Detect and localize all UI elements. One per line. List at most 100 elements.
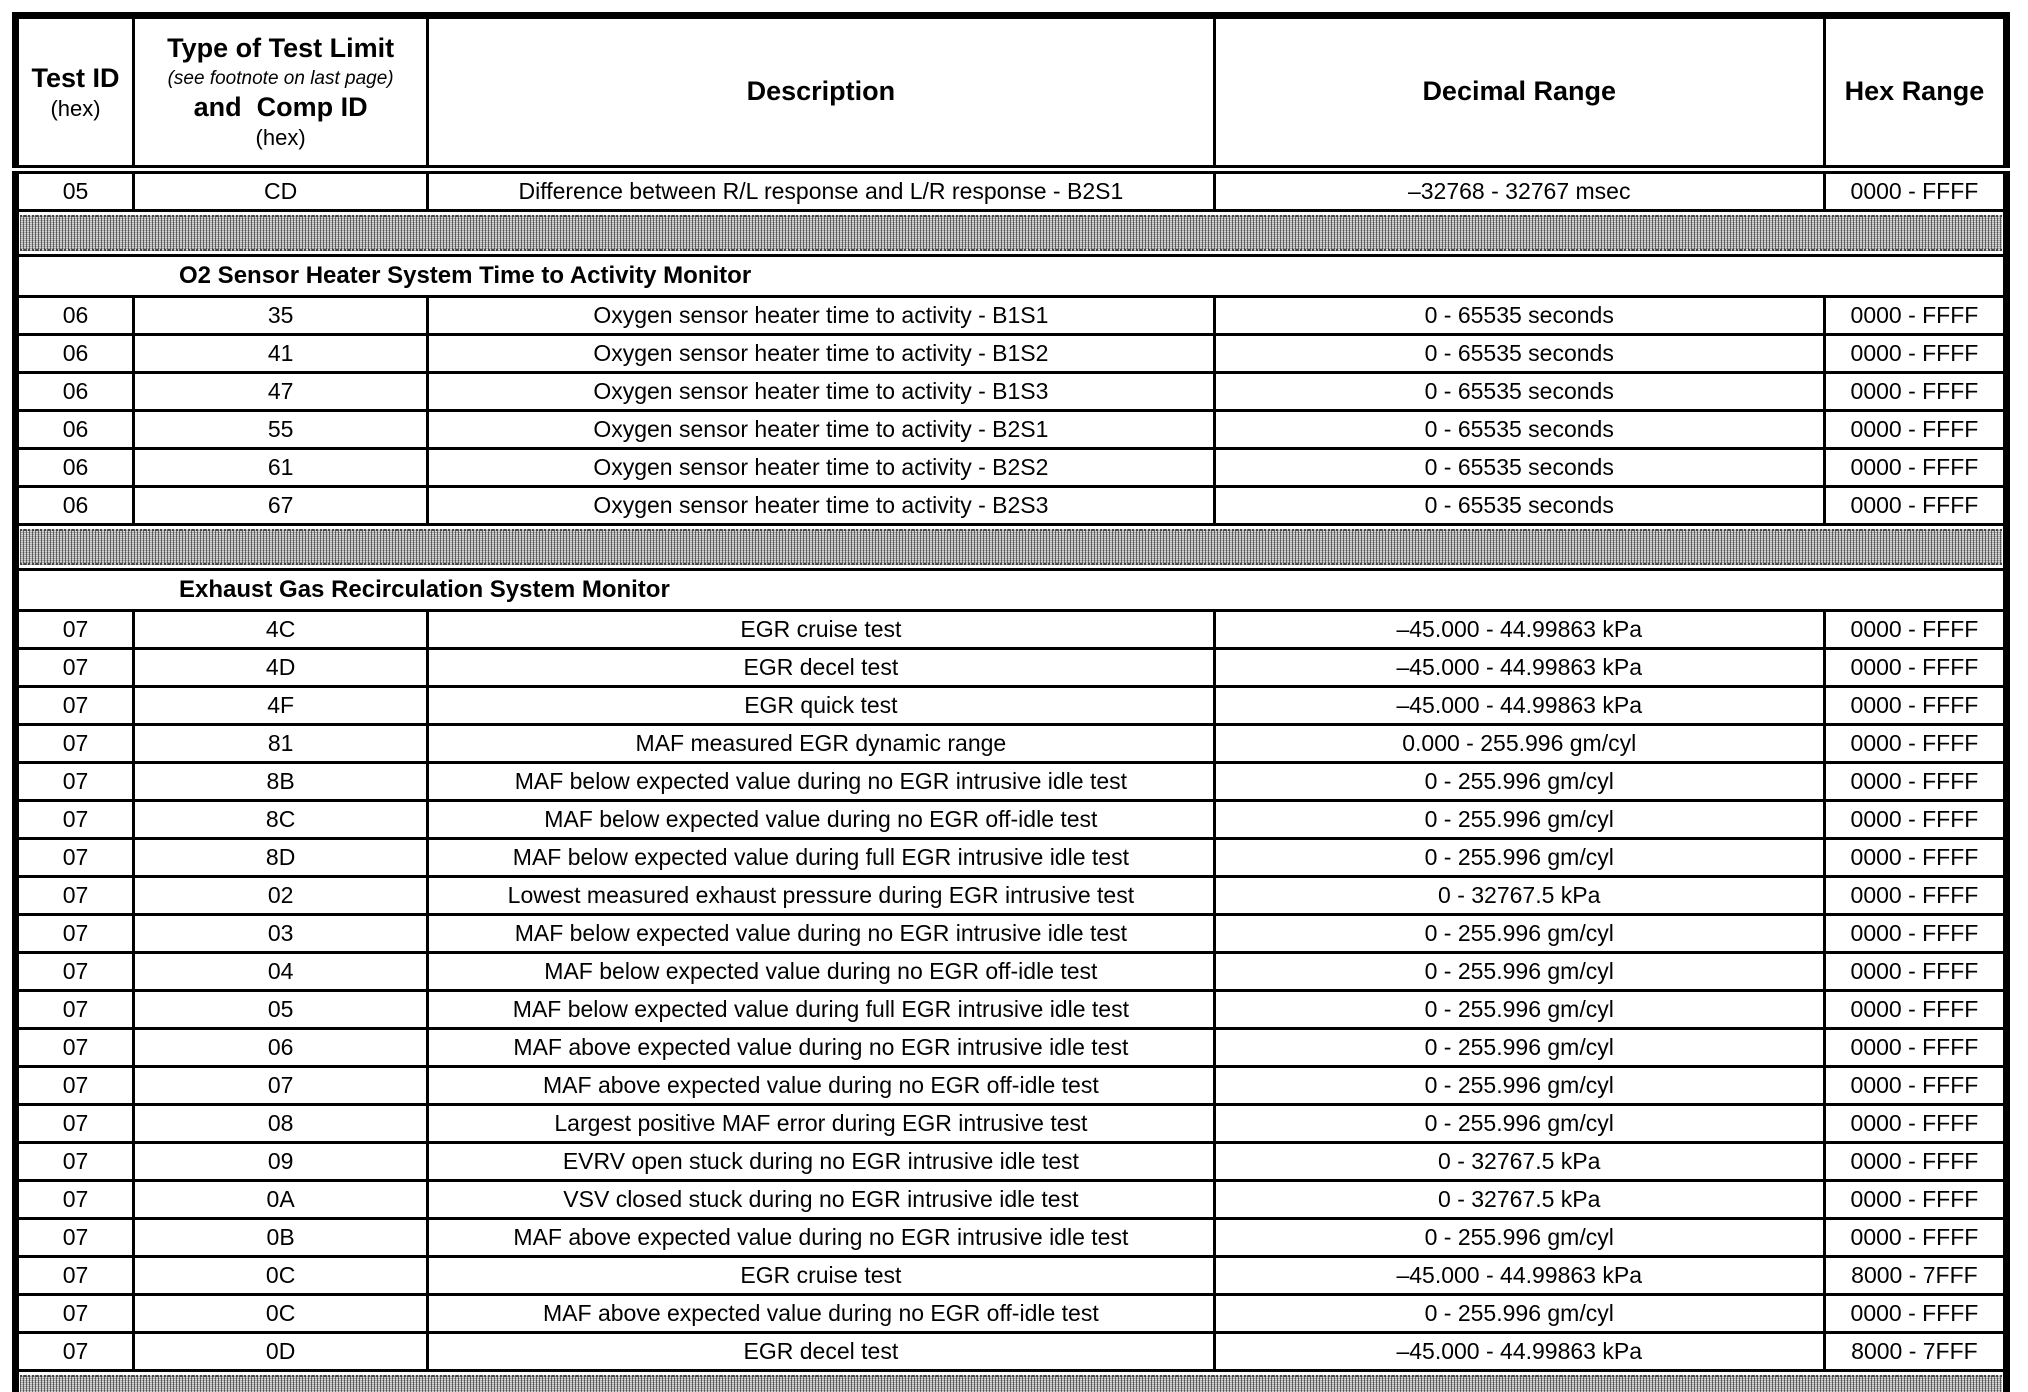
table-row: 06 55 Oxygen sensor heater time to activit… <box>13 409 2009 450</box>
hex-range-cell: 0000 - FFFF <box>1822 295 2009 336</box>
table-row: 07 04 MAF below expected value during no E… <box>13 951 2009 992</box>
decimal-range-cell: 0 - 255.996 gm/cyl <box>1212 1103 1826 1144</box>
decimal-range-cell: –45.000 - 44.99863 kPa <box>1212 1331 1826 1372</box>
table-row: 07 4D EGR decel test –45.000 - 44.99863 kPa… <box>13 647 2009 688</box>
table-row: 05 CD Difference between R/L response and … <box>13 168 2009 212</box>
test-id-sub-label: (hex) <box>50 95 101 121</box>
test-id-cell: 06 <box>13 485 136 526</box>
description-cell: MAF below expected value during no EGR o… <box>426 799 1216 840</box>
comp-id-cell: 0B <box>132 1217 430 1258</box>
comp-id-cell: 05 <box>132 989 430 1030</box>
test-id-cell: 07 <box>13 647 136 688</box>
description-cell: Oxygen sensor heater time to activity - … <box>426 485 1216 526</box>
hex-range-cell: 0000 - FFFF <box>1822 723 2009 764</box>
description-cell: EGR quick test <box>426 685 1216 726</box>
decimal-range-cell: 0 - 255.996 gm/cyl <box>1212 913 1826 954</box>
decimal-range-cell: 0 - 65535 seconds <box>1212 371 1826 412</box>
description-cell: EGR decel test <box>426 1331 1216 1372</box>
test-id-cell: 07 <box>13 1293 136 1334</box>
separator-row <box>15 209 2007 257</box>
table-row: 07 0C EGR cruise test –45.000 - 44.99863 kP… <box>13 1255 2009 1296</box>
comp-id-cell: CD <box>132 168 430 212</box>
hex-range-cell: 0000 - FFFF <box>1822 799 2009 840</box>
decimal-range-cell: 0 - 255.996 gm/cyl <box>1212 1217 1826 1258</box>
description-cell: EGR cruise test <box>426 609 1216 650</box>
test-id-cell: 07 <box>13 1065 136 1106</box>
table-row: 07 4C EGR cruise test –45.000 - 44.99863 kP… <box>13 609 2009 650</box>
separator-row <box>15 1369 2007 1392</box>
test-id-cell: 06 <box>13 371 136 412</box>
description-cell: MAF measured EGR dynamic range <box>426 723 1216 764</box>
decimal-range-cell: 0 - 255.996 gm/cyl <box>1212 1293 1826 1334</box>
decimal-range-cell: 0 - 32767.5 kPa <box>1212 1179 1826 1220</box>
table-row: 07 81 MAF measured EGR dynamic range 0.000 … <box>13 723 2009 764</box>
description-cell: Oxygen sensor heater time to activity - … <box>426 409 1216 450</box>
comp-id-cell: 8C <box>132 799 430 840</box>
table-row: 07 07 MAF above expected value during no E… <box>13 1065 2009 1106</box>
comp-id-cell: 4D <box>132 647 430 688</box>
test-id-cell: 06 <box>13 333 136 374</box>
comp-id-cell: 81 <box>132 723 430 764</box>
decimal-range-cell: 0 - 255.996 gm/cyl <box>1212 761 1826 802</box>
test-id-cell: 06 <box>13 295 136 336</box>
table-row: 07 8B MAF below expected value during no E… <box>13 761 2009 802</box>
hex-range-cell: 0000 - FFFF <box>1822 168 2009 212</box>
decimal-range-cell: 0 - 32767.5 kPa <box>1212 875 1826 916</box>
hex-range-cell: 8000 - 7FFF <box>1822 1331 2009 1372</box>
comp-id-cell: 47 <box>132 371 430 412</box>
col-header-description: Description <box>426 14 1216 174</box>
comp-id-cell: 08 <box>132 1103 430 1144</box>
table-row: 07 4F EGR quick test –45.000 - 44.99863 kPa… <box>13 685 2009 726</box>
comp-id-cell: 03 <box>132 913 430 954</box>
description-cell: MAF below expected value during no EGR i… <box>426 913 1216 954</box>
decimal-range-cell: –45.000 - 44.99863 kPa <box>1212 1255 1826 1296</box>
test-id-cell: 07 <box>13 799 136 840</box>
hex-range-cell: 0000 - FFFF <box>1822 609 2009 650</box>
comp-id-cell: 0D <box>132 1331 430 1372</box>
comp-id-cell: 4C <box>132 609 430 650</box>
decimal-range-cell: 0 - 32767.5 kPa <box>1212 1141 1826 1182</box>
comp-id-cell: 06 <box>132 1027 430 1068</box>
test-id-cell: 07 <box>13 1141 136 1182</box>
col-header-comp-id: Type of Test Limit (see footnote on last… <box>132 14 430 174</box>
hatch-band <box>15 1369 2007 1392</box>
test-id-cell: 07 <box>13 951 136 992</box>
separator-row <box>15 523 2007 571</box>
test-id-cell: 07 <box>13 989 136 1030</box>
test-id-cell: 06 <box>13 447 136 488</box>
hatch-pattern <box>20 1375 2002 1392</box>
table-header: Test ID (hex) Type of Test Limit (see fo… <box>13 14 2009 174</box>
decimal-range-cell: 0 - 255.996 gm/cyl <box>1212 989 1826 1030</box>
description-cell: EGR decel test <box>426 647 1216 688</box>
description-cell: MAF above expected value during no EGR o… <box>426 1065 1216 1106</box>
hex-range-cell: 0000 - FFFF <box>1822 333 2009 374</box>
description-cell: MAF above expected value during no EGR i… <box>426 1217 1216 1258</box>
description-cell: Lowest measured exhaust pressure during … <box>426 875 1216 916</box>
test-id-cell: 07 <box>13 685 136 726</box>
hex-range-cell: 0000 - FFFF <box>1822 951 2009 992</box>
hex-range-cell: 0000 - FFFF <box>1822 1293 2009 1334</box>
comp-id-cell: 8D <box>132 837 430 878</box>
hex-range-cell: 0000 - FFFF <box>1822 485 2009 526</box>
hex-range-cell: 0000 - FFFF <box>1822 1179 2009 1220</box>
col-header-hex-range: Hex Range <box>1822 14 2009 174</box>
hex-range-cell: 8000 - 7FFF <box>1822 1255 2009 1296</box>
hex-range-cell: 0000 - FFFF <box>1822 1141 2009 1182</box>
col-header-test-id: Test ID (hex) <box>13 14 136 174</box>
description-cell: VSV closed stuck during no EGR intrusive… <box>426 1179 1216 1220</box>
description-cell: Oxygen sensor heater time to activity - … <box>426 447 1216 488</box>
hex-range-cell: 0000 - FFFF <box>1822 371 2009 412</box>
hatch-pattern <box>20 215 2002 251</box>
test-id-cell: 07 <box>13 609 136 650</box>
table-row: 07 8C MAF below expected value during no E… <box>13 799 2009 840</box>
comp-id-cell: 07 <box>132 1065 430 1106</box>
table-row: 06 35 Oxygen sensor heater time to activit… <box>13 295 2009 336</box>
test-id-cell: 07 <box>13 1179 136 1220</box>
decimal-range-cell: –45.000 - 44.99863 kPa <box>1212 609 1826 650</box>
comp-id-cell: 0A <box>132 1179 430 1220</box>
test-id-cell: 05 <box>13 168 136 212</box>
description-cell: EVRV open stuck during no EGR intrusive … <box>426 1141 1216 1182</box>
table-row: 07 05 MAF below expected value during full… <box>13 989 2009 1030</box>
test-limits-table: Test ID (hex) Type of Test Limit (see fo… <box>12 12 2010 1392</box>
table-row: 06 47 Oxygen sensor heater time to activit… <box>13 371 2009 412</box>
